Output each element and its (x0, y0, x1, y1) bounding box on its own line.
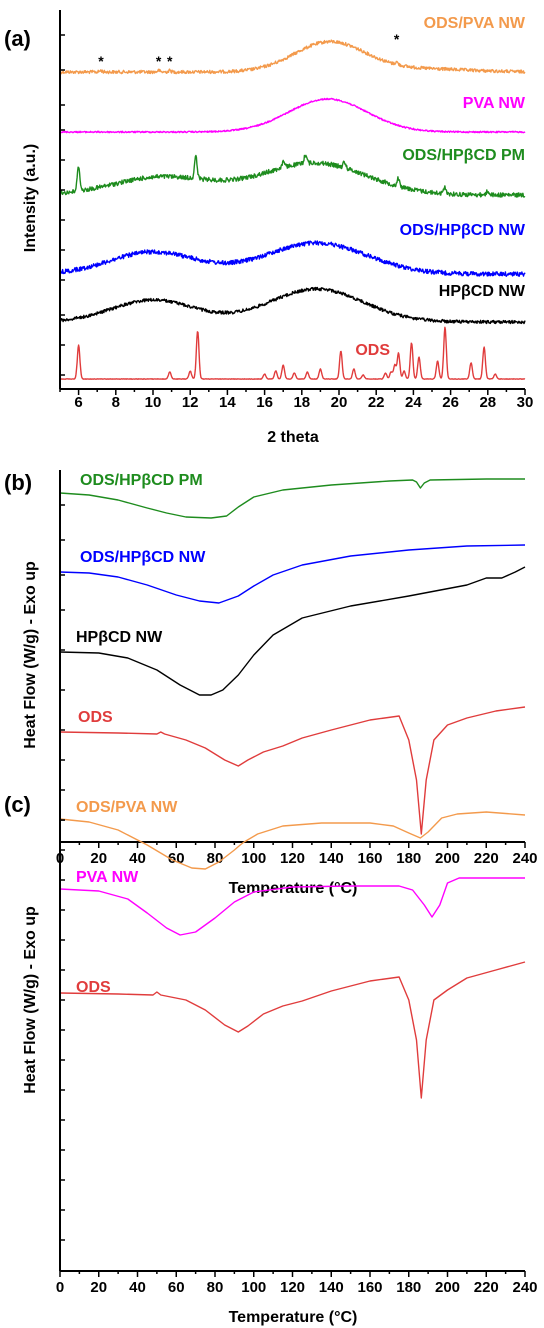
panel-a: (a) Intensity (a.u.) 2 theta 6 8 10 12 14 16 1… (4, 10, 533, 446)
series-line (59, 286, 526, 325)
panel-b: (b) Heat Flow (W/g) - Exo up Temperature… (4, 470, 538, 897)
x-tick-label: 10 (145, 394, 162, 411)
x-tick-label: 18 (293, 394, 310, 411)
panel-a-label: (a) (4, 26, 31, 51)
panel-b-legend-labels: ODS/HPβCD PM ODS/HPβCD NW HPβCD NW ODS (76, 472, 206, 726)
x-tick-label: 30 (517, 394, 534, 411)
panel-b-axes: 0 20 40 60 80 100 120 140 160 180 200 220 240 (56, 470, 538, 867)
x-tick-label: 40 (129, 850, 146, 867)
panel-b-label: (b) (4, 470, 32, 495)
panel-c-xlabel: Temperature (°C) (229, 1309, 358, 1326)
x-tick-label: 220 (474, 1279, 499, 1296)
series-line (59, 240, 526, 277)
series-line (59, 811, 526, 870)
x-tick-label: 16 (256, 394, 273, 411)
series-line (59, 566, 526, 696)
x-tick-label: 80 (207, 1279, 224, 1296)
x-tick-label: 12 (182, 394, 199, 411)
panel-c: (c) Heat Flow (W/g) - Exo up Temperature… (4, 792, 538, 1326)
panel-c-curves (59, 811, 526, 1099)
series-line (59, 877, 525, 936)
series-line (59, 97, 526, 134)
panel-b-curves (59, 478, 526, 835)
series-label: ODS/HPβCD NW (80, 549, 206, 566)
x-tick-label: 200 (435, 1279, 460, 1296)
x-tick-label: 180 (396, 850, 421, 867)
x-tick-label: 240 (512, 850, 537, 867)
x-tick-label: 8 (112, 394, 120, 411)
series-line (59, 326, 526, 380)
x-tick-label: 240 (512, 1279, 537, 1296)
x-tick-label: 100 (241, 1279, 266, 1296)
x-tick-label: 120 (280, 850, 305, 867)
x-tick-label: 22 (368, 394, 385, 411)
peak-marker: * (394, 31, 400, 47)
panel-b-ylabel: Heat Flow (W/g) - Exo up (22, 561, 39, 749)
x-tick-label: 140 (319, 850, 344, 867)
x-tick-label: 140 (319, 1279, 344, 1296)
x-tick-label: 0 (56, 1279, 64, 1296)
series-label: HPβCD NW (76, 629, 163, 646)
panel-a-xlabel: 2 theta (267, 429, 319, 446)
series-label: ODS (76, 979, 111, 996)
series-label: ODS/HPβCD NW (400, 222, 526, 239)
series-line (59, 961, 526, 1099)
x-tick-label: 24 (405, 394, 422, 411)
x-tick-label: 160 (357, 850, 382, 867)
panel-a-ylabel: Intensity (a.u.) (22, 144, 39, 252)
series-label: ODS/HPβCD PM (80, 472, 203, 489)
x-tick-label: 220 (474, 850, 499, 867)
peak-marker: * (98, 53, 104, 69)
x-tick-label: 20 (90, 850, 107, 867)
series-line (59, 544, 526, 604)
x-tick-label: 180 (396, 1279, 421, 1296)
series-label: HPβCD NW (439, 283, 526, 300)
series-label: ODS/HPβCD PM (402, 147, 525, 164)
panel-a-curves (59, 39, 526, 380)
x-tick-label: 14 (219, 394, 236, 411)
panel-c-ylabel: Heat Flow (W/g) - Exo up (22, 906, 39, 1094)
x-tick-label: 200 (435, 850, 460, 867)
panel-a-legend-labels: ODS/PVA NW * * * * PVA NW ODS/HPβCD PM ODS/HPβC… (98, 15, 526, 359)
peak-marker: * (167, 53, 173, 69)
series-label: ODS (78, 709, 113, 726)
series-label: ODS/PVA NW (76, 799, 178, 816)
series-label: PVA NW (463, 95, 526, 112)
x-tick-label: 40 (129, 1279, 146, 1296)
series-line (59, 706, 526, 835)
panel-c-legend-labels: ODS/PVA NW PVA NW ODS (76, 799, 178, 996)
series-label: PVA NW (76, 869, 139, 886)
x-tick-label: 6 (74, 394, 82, 411)
panel-a-axes: 6 8 10 12 14 16 18 20 22 24 26 28 30 (59, 10, 534, 411)
x-tick-label: 100 (241, 850, 266, 867)
x-tick-label: 60 (168, 1279, 185, 1296)
series-line (59, 478, 525, 519)
x-tick-label: 20 (331, 394, 348, 411)
series-line (59, 154, 526, 198)
x-tick-label: 28 (479, 394, 496, 411)
series-label: ODS (355, 342, 390, 359)
x-tick-label: 120 (280, 1279, 305, 1296)
series-line (59, 39, 526, 75)
x-tick-label: 160 (357, 1279, 382, 1296)
x-tick-label: 26 (442, 394, 459, 411)
x-tick-label: 20 (90, 1279, 107, 1296)
panel-c-label: (c) (4, 792, 31, 817)
panel-c-axes: 0 20 40 60 80 100 120 140 160 180 200 220 240 (56, 795, 538, 1296)
x-tick-label: 80 (207, 850, 224, 867)
panel-b-xlabel: Temperature (°C) (229, 880, 358, 897)
series-label: ODS/PVA NW (424, 15, 526, 32)
peak-marker: * (156, 53, 162, 69)
